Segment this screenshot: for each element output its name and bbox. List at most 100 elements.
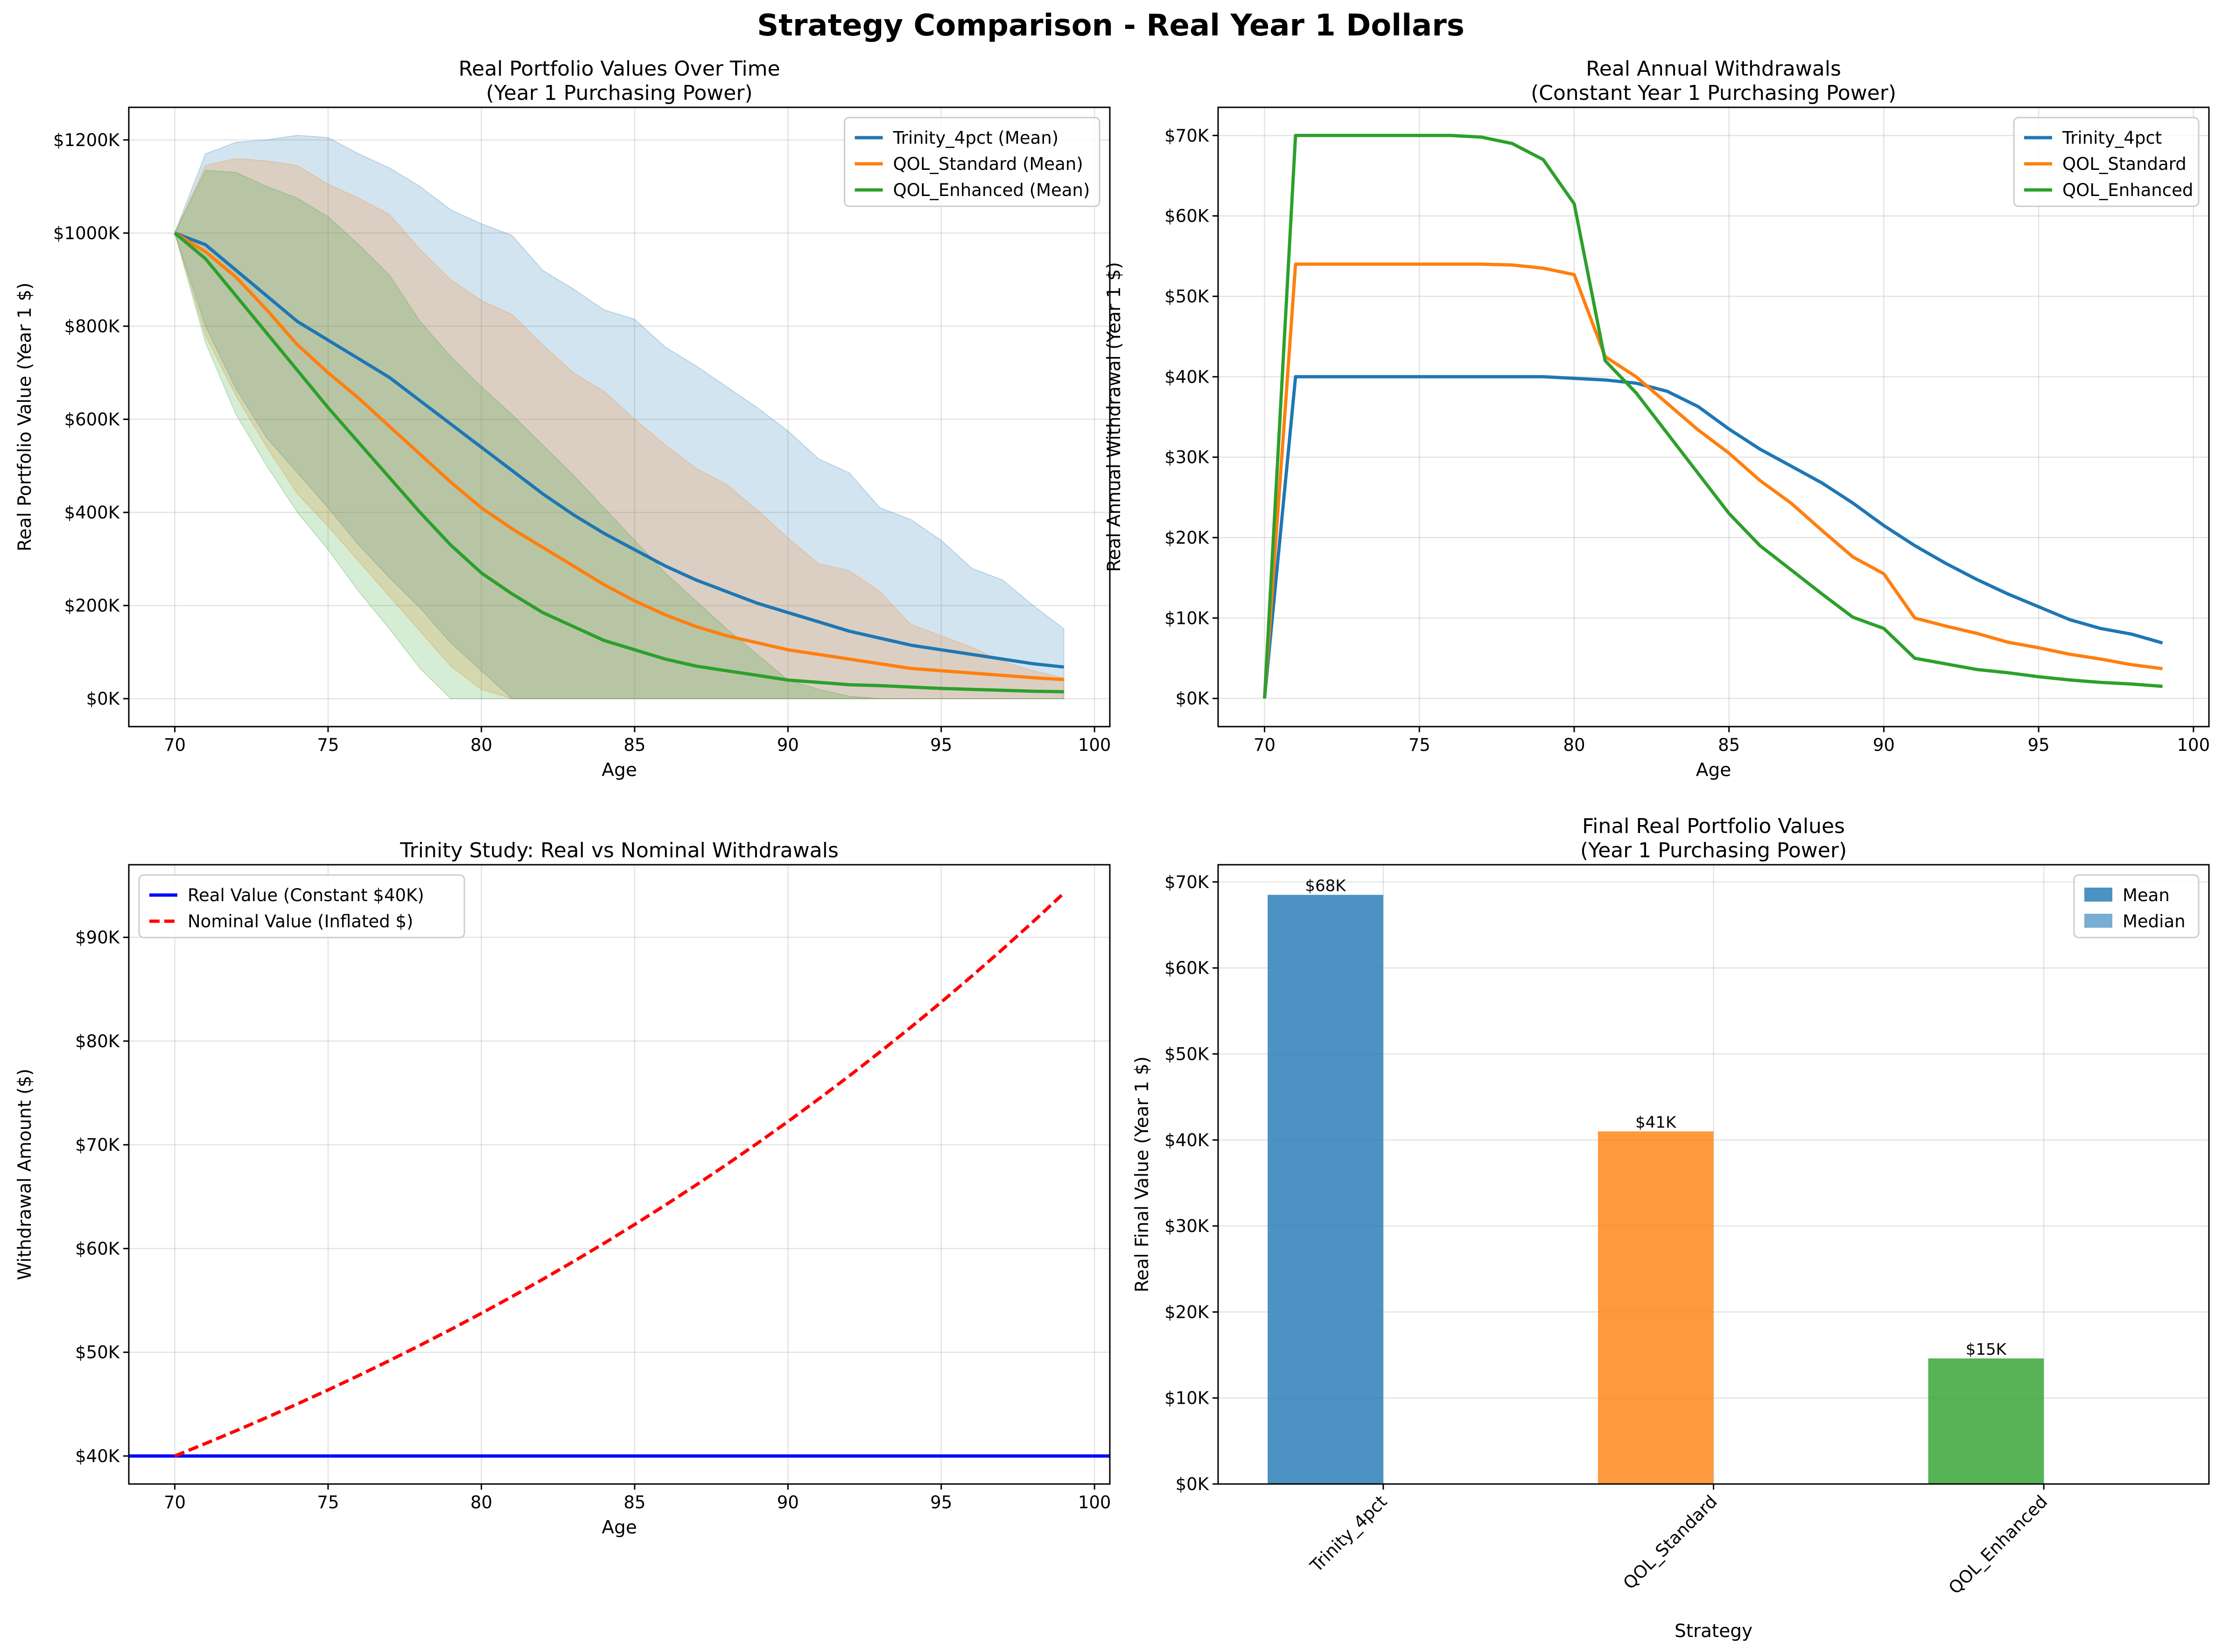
trinity-xtick-label: 70	[164, 1492, 186, 1512]
withdrawals-title-line: Real Annual Withdrawals	[1586, 57, 1841, 81]
final-legend-label: Median	[2123, 911, 2186, 931]
trinity-title-line: Trinity Study: Real vs Nominal Withdrawa…	[400, 839, 839, 862]
withdrawals-ylabel: Real Annual Withdrawal (Year 1 $)	[1104, 262, 1125, 572]
portfolio-values-chart: Trinity_4pct (Mean) QOL_Standard (Mean) QO…	[14, 57, 1111, 781]
final-bar-value-label: $15K	[1966, 1340, 2007, 1359]
trinity-xtick-label: 100	[1078, 1492, 1111, 1512]
trinity-legend-label: Nominal Value (Inflated $)	[188, 911, 413, 931]
trinity-real-vs-nominal-chart: Real Value (Constant $40K) Nominal Value …	[14, 839, 1111, 1538]
portfolio-ytick-label: $400K	[64, 503, 120, 523]
portfolio-legend-box	[844, 117, 1100, 207]
portfolio-band-1	[174, 158, 1065, 700]
withdrawals-legend: Trinity_4pct QOL_Standard QOL_Enhanced	[2013, 117, 2200, 207]
final-legend-swatch	[2084, 914, 2112, 928]
trinity-xtick-label: 85	[624, 1492, 645, 1512]
portfolio-xlabel: Age	[602, 760, 637, 781]
trinity-ytick-label: $40K	[75, 1446, 120, 1466]
withdrawals-xtick-label: 75	[1409, 735, 1430, 755]
portfolio-axes-frame	[128, 106, 1111, 728]
portfolio-series-line-2	[174, 231, 1064, 693]
withdrawals-xtick-label: 80	[1563, 735, 1585, 755]
final-ylabel: Real Final Value (Year 1 $)	[1132, 1057, 1153, 1293]
portfolio-xtick-label: 90	[777, 735, 799, 755]
portfolio-ytick-label: $1000K	[53, 223, 120, 243]
portfolio-xtick-label: 80	[470, 735, 492, 755]
portfolio-xtick-label: 100	[1078, 735, 1111, 755]
trinity-xtick-label: 95	[930, 1492, 952, 1512]
portfolio-band-2	[174, 169, 1064, 700]
final-legend-swatch	[2084, 888, 2112, 902]
withdrawals-series-line-0	[1263, 375, 2163, 699]
final-category-label: Trinity_4pct	[1306, 1491, 1391, 1576]
withdrawals-legend-label: QOL_Standard	[2062, 154, 2187, 174]
portfolio-legend-label: QOL_Enhanced (Mean)	[893, 180, 1090, 200]
final-ytick-label: $20K	[1164, 1302, 1210, 1322]
final-xlabel: Strategy	[1675, 1621, 1752, 1642]
trinity-xtick-label: 80	[470, 1492, 492, 1512]
portfolio-ytick-label: $600K	[64, 409, 120, 429]
trinity-ytick-label: $70K	[75, 1135, 120, 1155]
final-bar-value-label: $68K	[1305, 877, 1346, 896]
withdrawals-xtick-label: 100	[2177, 735, 2210, 755]
final-ytick-label: $0K	[1176, 1474, 1210, 1494]
portfolio-xtick-label: 95	[930, 735, 952, 755]
withdrawals-ytick-label: $40K	[1164, 367, 1210, 387]
portfolio-legend-label: QOL_Standard (Mean)	[893, 154, 1083, 174]
withdrawals-axes-frame	[1217, 106, 2210, 728]
portfolio-ytick-label: $800K	[64, 316, 120, 336]
trinity-nominal-value-line	[174, 892, 1065, 1458]
final-ytick-label: $50K	[1164, 1044, 1210, 1064]
final-ytick-label: $40K	[1164, 1130, 1210, 1150]
withdrawals-title-line: (Constant Year 1 Purchasing Power)	[1531, 81, 1896, 105]
withdrawals-xlabel: Age	[1696, 760, 1731, 781]
portfolio-legend-label: Trinity_4pct (Mean)	[893, 128, 1059, 148]
withdrawals-legend-box	[2013, 117, 2200, 207]
trinity-ylabel: Withdrawal Amount ($)	[14, 1069, 35, 1280]
final-ytick-label: $10K	[1164, 1388, 1210, 1408]
portfolio-xtick-label: 75	[317, 735, 339, 755]
withdrawals-ytick-label: $30K	[1164, 448, 1210, 468]
final-title-line: (Year 1 Purchasing Power)	[1580, 839, 1847, 862]
portfolio-ytick-label: $0K	[86, 689, 120, 709]
trinity-xtick-label: 75	[317, 1492, 339, 1512]
withdrawals-ytick-label: $20K	[1164, 528, 1210, 548]
trinity-ytick-label: $50K	[75, 1343, 120, 1363]
figure-suptitle: Strategy Comparison - Real Year 1 Dollar…	[757, 8, 1465, 43]
portfolio-legend: Trinity_4pct (Mean) QOL_Standard (Mean) QO…	[844, 117, 1100, 207]
portfolio-series-line-1	[174, 231, 1064, 681]
final-ytick-label: $30K	[1164, 1216, 1210, 1236]
withdrawals-xtick-label: 85	[1718, 735, 1740, 755]
annual-withdrawals-chart: Trinity_4pct QOL_Standard QOL_Enhanced $0K $…	[1104, 57, 2210, 781]
portfolio-xtick-label: 85	[624, 735, 645, 755]
trinity-xlabel: Age	[602, 1517, 637, 1538]
withdrawals-series-line-1	[1263, 262, 2163, 699]
final-legend-label: Mean	[2123, 885, 2170, 905]
final-legend: Mean Median	[2073, 874, 2200, 938]
trinity-ytick-label: $80K	[75, 1031, 120, 1051]
final-mean-bar	[1268, 895, 1383, 1484]
withdrawals-series-line-2	[1263, 133, 2163, 699]
withdrawals-ytick-label: $60K	[1164, 206, 1210, 226]
withdrawals-ytick-label: $0K	[1176, 689, 1210, 709]
withdrawals-xtick-label: 90	[1873, 735, 1895, 755]
withdrawals-xtick-label: 70	[1254, 735, 1276, 755]
withdrawals-legend-label: QOL_Enhanced	[2062, 180, 2193, 200]
portfolio-xtick-label: 70	[164, 735, 186, 755]
final-ytick-label: $60K	[1164, 958, 1210, 978]
final-values-bar-chart: $68K $41K $15K $0K $10K $20K $30K $40K $50K $60K $…	[1132, 814, 2210, 1642]
withdrawals-xtick-label: 95	[2028, 735, 2050, 755]
portfolio-series-line-0	[174, 231, 1064, 669]
final-category-label: QOL_Enhanced	[1945, 1491, 2052, 1598]
withdrawals-ytick-label: $50K	[1164, 287, 1210, 307]
trinity-legend-box	[138, 874, 465, 938]
portfolio-ytick-label: $200K	[64, 596, 120, 616]
final-ytick-label: $70K	[1164, 872, 1210, 892]
portfolio-title-line: Real Portfolio Values Over Time	[458, 57, 780, 81]
final-category-label: QOL_Standard	[1619, 1491, 1721, 1593]
portfolio-ylabel: Real Portfolio Value (Year 1 $)	[14, 282, 35, 551]
trinity-xtick-label: 90	[777, 1492, 799, 1512]
withdrawals-legend-label: Trinity_4pct	[2062, 128, 2162, 148]
trinity-axes-frame	[128, 864, 1111, 1485]
portfolio-ytick-label: $1200K	[53, 130, 120, 150]
trinity-legend-label: Real Value (Constant $40K)	[188, 885, 424, 905]
